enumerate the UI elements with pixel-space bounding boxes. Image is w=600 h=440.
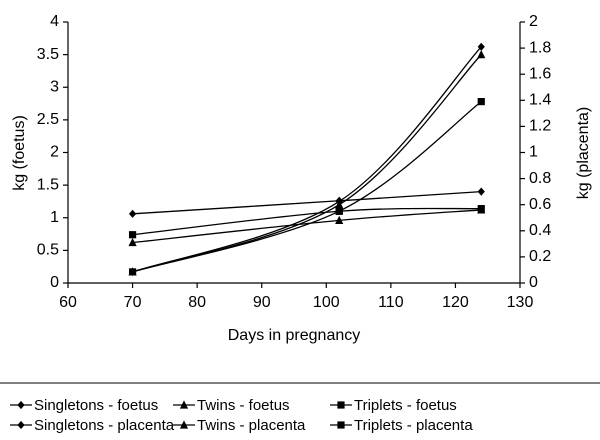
y-tick-label: 0 — [50, 274, 59, 291]
marker — [17, 400, 25, 410]
legend-item: Twins - foetus — [173, 397, 290, 414]
y2-tick-label: 0.2 — [529, 248, 551, 265]
x-tick-label: 90 — [253, 294, 271, 311]
series-line — [132, 46, 482, 273]
x-axis-title: Days in pregnancy — [228, 327, 361, 344]
series-line — [132, 207, 482, 236]
y2-tick-label: 0 — [529, 274, 538, 291]
x-tick-label: 60 — [59, 294, 77, 311]
x-tick-label: 110 — [378, 294, 404, 311]
legend-label: Twins - placenta — [197, 417, 306, 434]
y-tick-label: 1 — [50, 209, 59, 226]
x-tick-label: 120 — [442, 294, 469, 311]
legend-item: Triplets - placenta — [330, 417, 473, 434]
legend-label: Triplets - placenta — [354, 417, 473, 434]
legend-label: Singletons - placenta — [34, 417, 175, 434]
marker — [477, 42, 485, 51]
y2-tick-label: 1.8 — [529, 39, 551, 56]
x-tick-label: 70 — [124, 294, 142, 311]
legend-item: Triplets - foetus — [330, 397, 457, 414]
series-line — [132, 101, 482, 273]
marker — [477, 50, 486, 59]
series-line — [132, 54, 482, 273]
legend-label: Twins - foetus — [197, 397, 290, 414]
marker — [17, 420, 25, 430]
marker — [128, 268, 137, 276]
marker — [477, 187, 485, 196]
marker — [128, 231, 137, 239]
marker — [128, 209, 137, 218]
y2-tick-label: 0.8 — [529, 170, 551, 187]
y2-tick-label: 1.6 — [529, 65, 551, 82]
y-tick-label: 2 — [50, 144, 59, 161]
marker — [477, 98, 485, 106]
y2-tick-label: 1 — [529, 144, 538, 161]
marker — [179, 400, 189, 409]
y-tick-label: 3.5 — [37, 46, 59, 63]
marker — [477, 205, 485, 213]
y-axis-title: kg (foetus) — [11, 115, 28, 191]
y2-tick-label: 1.4 — [529, 92, 551, 109]
y2-axis-title: kg (placenta) — [575, 107, 592, 200]
x-tick-label: 80 — [188, 294, 206, 311]
legend-item: Singletons - placenta — [10, 417, 175, 434]
x-tick-label: 100 — [313, 294, 340, 311]
legend-item: Twins - placenta — [173, 417, 306, 434]
marker — [335, 196, 343, 205]
x-tick-label: 130 — [507, 294, 534, 311]
series-line — [132, 209, 482, 244]
legend-item: Singletons - foetus — [10, 397, 158, 414]
marker — [335, 215, 344, 224]
y2-tick-label: 2 — [529, 13, 538, 30]
y-tick-label: 1.5 — [37, 176, 59, 193]
y2-tick-label: 1.2 — [529, 118, 551, 135]
marker — [335, 207, 343, 215]
marker — [337, 421, 345, 429]
legend-label: Triplets - foetus — [354, 397, 457, 414]
y-tick-label: 2.5 — [37, 111, 59, 128]
y-tick-label: 3 — [50, 78, 59, 95]
y2-tick-label: 0.4 — [529, 222, 551, 239]
marker — [179, 420, 189, 429]
series-line — [132, 191, 482, 215]
legend-label: Singletons - foetus — [34, 397, 158, 414]
marker — [337, 401, 345, 409]
y-tick-label: 4 — [50, 13, 59, 30]
y-tick-label: 0.5 — [37, 242, 59, 259]
legend: Singletons - foetus Twins - foetus Triplet… — [10, 397, 473, 434]
marker — [128, 237, 137, 247]
y2-tick-label: 0.6 — [529, 196, 551, 213]
